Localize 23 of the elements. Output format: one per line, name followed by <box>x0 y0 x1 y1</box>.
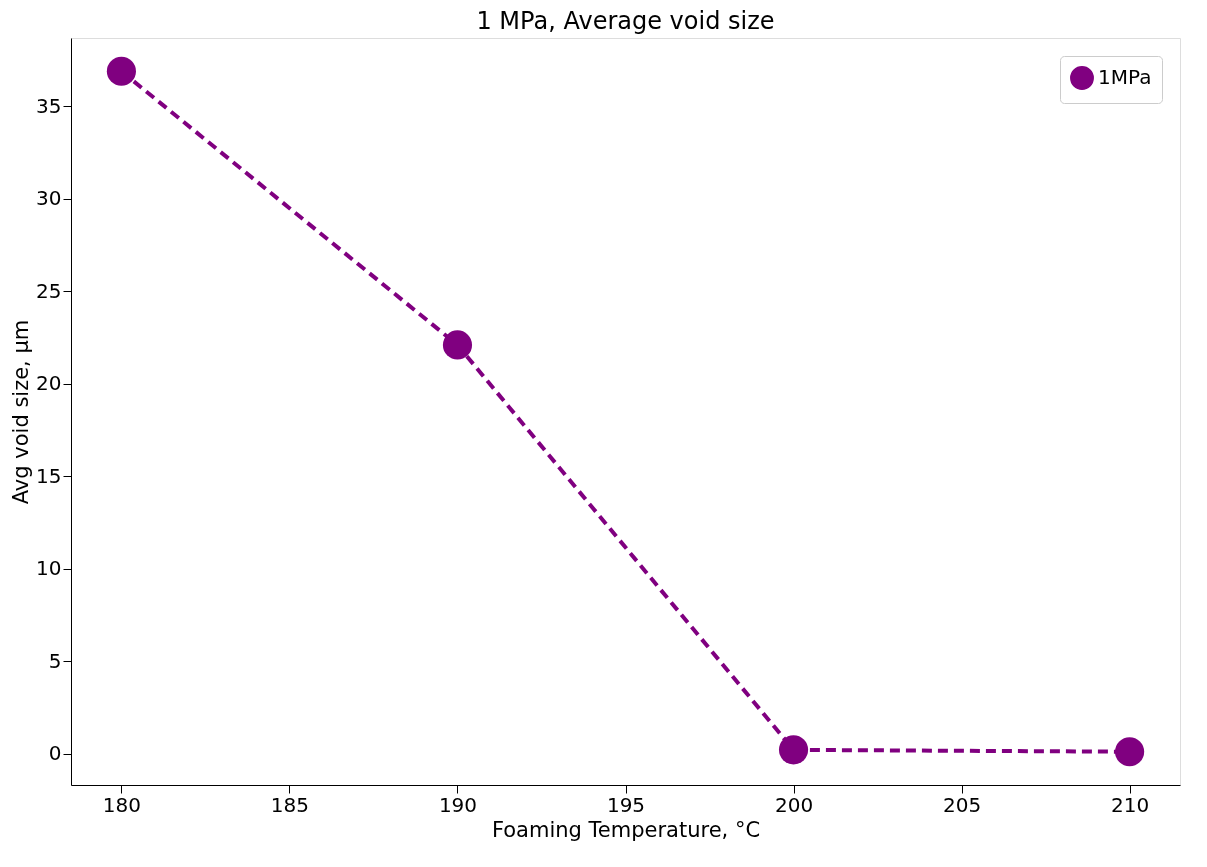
x-tick-label: 180 <box>102 792 141 817</box>
x-tick-label: 205 <box>942 792 982 817</box>
legend-label: 1MPa <box>1098 65 1152 89</box>
y-tick-label: 5 <box>48 648 62 673</box>
point <box>106 56 136 86</box>
point <box>1115 737 1145 767</box>
x-tick-label: 185 <box>270 792 310 817</box>
x-tick-label: 195 <box>606 792 646 817</box>
y-tick-label: 35 <box>36 93 62 118</box>
y-tick-label: 10 <box>36 556 62 581</box>
y-tick-label: 15 <box>36 463 62 488</box>
x-tick-label: 190 <box>438 792 478 817</box>
y-tick-label: 30 <box>36 186 62 211</box>
x-tick-label: 210 <box>1111 792 1150 817</box>
point <box>778 735 809 765</box>
chart-title: 1 MPa, Average void size <box>476 7 775 35</box>
y-tick-label: 20 <box>36 371 62 396</box>
y-tick-label: 25 <box>36 278 62 303</box>
y-axis-title: Avg void size, µm <box>9 319 34 505</box>
x-axis-title: Foaming Temperature, °C <box>491 817 761 842</box>
x-tick-label: 200 <box>774 792 814 817</box>
y-tick-label: 0 <box>48 741 62 766</box>
point <box>442 330 473 360</box>
